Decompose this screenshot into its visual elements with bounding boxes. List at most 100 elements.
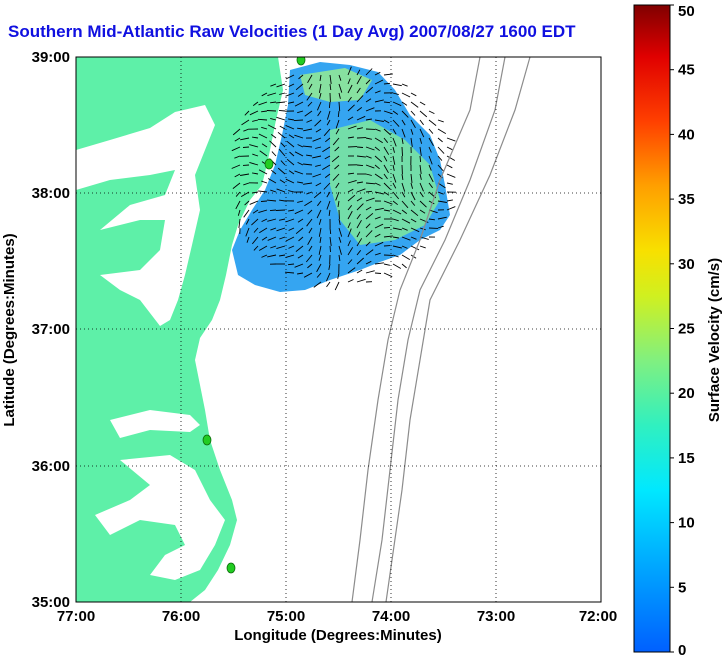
velocity-arrow [261,110,268,113]
velocity-arrow [276,188,286,193]
velocity-arrow [437,225,444,229]
velocity-arrow [437,119,444,123]
velocity-arrow [392,182,397,189]
velocity-arrow [337,110,340,118]
velocity-arrow [261,180,268,184]
velocity-arrow [347,228,352,238]
velocity-arrow [279,254,286,257]
velocity-arrow [392,263,402,269]
velocity-arrow [401,254,411,260]
velocity-arrow [297,218,304,223]
velocity-arrow [356,188,366,193]
velocity-arrow [356,213,361,220]
colorbar-tick-label: 30 [678,256,695,273]
velocity-arrow [252,101,259,106]
velocity-arrow [279,236,286,240]
velocity-arrow [306,218,313,227]
velocity-arrow [329,83,332,91]
velocity-arrow [428,155,433,165]
velocity-arrow [419,245,426,249]
velocity-arrow [267,254,277,258]
velocity-arrow [392,173,397,183]
velocity-arrow [304,200,313,207]
velocity-arrow [401,263,407,269]
velocity-arrow [401,146,403,157]
velocity-arrow [231,164,241,169]
y-tick-label: 37:00 [32,321,70,338]
velocity-arrow [338,245,342,255]
velocity-arrow [338,74,342,81]
velocity-vectors [231,66,457,291]
velocity-arrow [244,110,250,116]
velocity-arrow [392,254,399,258]
colorbar-tick-label: 50 [678,3,695,20]
velocity-arrow [383,128,392,136]
velocity-arrow [297,161,304,166]
velocity-arrow [303,128,313,132]
velocity-arrow [316,263,322,273]
velocity-arrow [383,182,391,190]
x-tick-label: 72:00 [579,608,617,625]
velocity-arrow [374,241,384,247]
velocity-arrow [235,200,241,210]
velocity-arrow [392,218,399,222]
velocity-arrow [245,218,250,225]
velocity-arrow [297,272,304,275]
velocity-arrow [374,191,384,195]
velocity-arrow [337,272,340,279]
velocity-arrow [297,181,304,184]
velocity-arrow [315,128,322,133]
velocity-arrow [318,227,322,237]
velocity-field-fast [330,120,440,245]
velocity-arrow [261,236,268,241]
velocity-arrow [392,110,399,115]
velocity-arrow [365,197,375,202]
velocity-arrow [392,236,399,239]
velocity-arrow [338,83,343,93]
velocity-arrow [270,189,277,193]
velocity-arrow [285,92,295,97]
velocity-arrow [383,235,393,238]
velocity-arrow [328,101,331,109]
velocity-arrow [288,227,295,231]
velocity-arrow [303,272,313,278]
velocity-arrow [356,95,364,103]
velocity-arrow [298,236,304,242]
velocity-arrow [365,137,372,140]
velocity-arrow [335,128,340,135]
velocity-arrow [279,199,286,202]
velocity-arrow [275,101,286,104]
x-tick-label: 76:00 [162,608,200,625]
velocity-arrow [347,78,351,85]
velocity-arrow [374,164,380,170]
velocity-arrow [419,101,426,106]
velocity-arrow [318,83,322,93]
velocity-arrow [365,182,376,185]
velocity-arrow [356,127,363,130]
velocity-arrow [392,119,400,127]
velocity-arrow [288,190,295,193]
velocity-arrow [410,236,417,240]
velocity-arrow [332,173,340,181]
velocity-arrow [297,254,304,259]
velocity-arrow [234,173,241,178]
velocity-arrow [365,270,375,274]
velocity-arrow [260,200,268,202]
velocity-arrow [293,119,304,122]
velocity-arrow [365,173,372,176]
velocity-arrow [277,167,286,175]
velocity-arrow [287,263,295,266]
velocity-arrow [328,209,331,216]
velocity-arrow [318,245,322,255]
velocity-arrow [437,216,447,220]
velocity-arrow [238,218,241,228]
velocity-arrow [252,172,259,175]
velocity-arrow [419,110,428,118]
velocity-arrow [401,227,408,231]
velocity-arrow [374,119,384,122]
velocity-arrow [419,209,426,214]
velocity-arrow [251,218,259,226]
velocity-arrow [288,83,295,88]
velocity-arrow [446,182,453,185]
y-axis-ticks: 39:00 38:00 37:00 36:00 35:00 [32,49,70,611]
